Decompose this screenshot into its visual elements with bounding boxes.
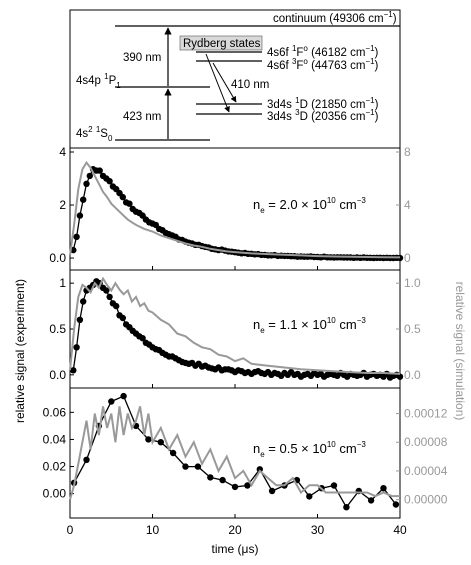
panel-bottom: 0.00 0.02 0.04 0.06 0.00000 0.00004 0.00008 0.0…	[43, 387, 448, 537]
label-f1: 4s6f 1Fo (46182 cm−1)	[267, 44, 379, 59]
xtick-label: 0	[67, 523, 74, 537]
ytick-label-left: 0.0	[49, 368, 66, 382]
density-annotation: ne = 0.5 × 1010 cm−3	[253, 440, 366, 459]
data-point-experiment	[392, 501, 400, 508]
ytick-label-left: 0.04	[43, 432, 67, 446]
ylabel-right: relative signal (simulation)	[453, 282, 467, 421]
ytick-label-left: 2	[59, 198, 66, 212]
series-simulation	[69, 160, 401, 259]
xtick-label: 40	[393, 523, 407, 537]
label-d3: 3d4s 3D (20356 cm−1)	[267, 108, 379, 123]
ytick-label-left: 0.06	[43, 405, 67, 419]
ytick-label-right: 0.5	[404, 322, 421, 336]
xtick-label: 30	[311, 523, 325, 537]
data-point-experiment	[169, 449, 177, 457]
density-annotation: ne = 2.0 × 1010 cm−3	[253, 196, 366, 215]
ytick-label-right: 0.00004	[404, 464, 448, 478]
data-point-experiment	[119, 193, 127, 201]
data-point-experiment	[343, 504, 350, 511]
data-point-experiment	[80, 196, 87, 203]
density-annotation: ne = 1.1 × 1010 cm−3	[253, 316, 366, 335]
data-point-experiment	[70, 367, 77, 374]
data-point-experiment	[145, 436, 152, 443]
data-point-experiment	[139, 335, 146, 342]
data-point-experiment	[80, 298, 87, 305]
data-point-experiment	[106, 293, 113, 301]
rydberg-box	[179, 35, 263, 51]
ytick-label-right: 0	[404, 251, 411, 265]
series-simulation	[69, 276, 401, 375]
data-point-experiment	[367, 497, 375, 504]
data-point-experiment	[108, 398, 115, 405]
ytick-label-right: 0.00012	[404, 407, 448, 421]
arrow-decay-f3	[212, 62, 237, 103]
data-point-experiment	[106, 178, 113, 185]
data-point-experiment	[120, 392, 127, 400]
data-point-experiment	[157, 439, 164, 446]
data-point-experiment	[103, 287, 110, 294]
data-point-experiment	[256, 466, 263, 473]
data-point-experiment	[76, 316, 84, 323]
rydberg-label: Rydberg states	[183, 38, 261, 50]
label-410nm: 410 nm	[231, 79, 269, 91]
data-point-experiment	[73, 233, 80, 240]
data-point-experiment	[119, 314, 127, 322]
data-point-experiment	[182, 463, 189, 470]
ytick-label-left: 0.02	[43, 460, 67, 474]
data-point-experiment	[380, 485, 387, 492]
ytick-label-left: 0.0	[49, 251, 66, 265]
data-point-experiment	[231, 483, 239, 491]
panel-top: 0.0 2 4 0 4 8 ne = 2.0 × 1010 cm−3	[49, 145, 411, 271]
ytick-label-right: 0.00000	[404, 493, 448, 507]
data-point-experiment	[126, 200, 133, 207]
data-point-experiment	[219, 476, 226, 484]
series-simulation	[69, 406, 400, 500]
xlabel: time (μs)	[212, 542, 259, 556]
ytick-label-right: 8	[404, 145, 411, 159]
label-423nm: 423 nm	[123, 111, 161, 123]
label-ground: 4s2 1S0	[76, 125, 113, 143]
label-p1: 4s4p 1P1	[76, 72, 121, 90]
ytick-label-right: 0.00008	[404, 435, 448, 449]
data-point-experiment	[73, 344, 80, 351]
label-d1: 3d4s 1D (21850 cm−1)	[267, 96, 379, 111]
xtick-label: 10	[146, 523, 160, 537]
label-f3: 4s6f 3Fo (44763 cm−1)	[267, 57, 379, 72]
xtick-label: 20	[228, 523, 242, 537]
ytick-label-left: 0.5	[49, 322, 66, 336]
data-point-experiment	[76, 212, 84, 219]
data-point-experiment	[207, 474, 214, 481]
ytick-label-right: 4	[404, 198, 411, 212]
ytick-label-left: 4	[59, 145, 66, 159]
ytick-label-left: 0.00	[43, 487, 67, 501]
data-point-experiment	[83, 456, 90, 463]
data-point-experiment	[83, 180, 90, 187]
label-continuum: continuum (49306 cm−1)	[273, 10, 397, 25]
energy-level-diagram: Rydberg states 423 nm 390 nm 410 nm 4s2 …	[69, 9, 401, 149]
label-390nm: 390 nm	[123, 52, 161, 64]
ytick-label-left: 1	[59, 276, 66, 290]
data-point-experiment	[330, 482, 338, 489]
data-point-experiment	[268, 487, 276, 495]
panel-middle: 0.0 0.5 1 0.0 0.5 1.0 ne = 1.1 × 1010 cm−3	[49, 269, 421, 389]
data-point-experiment	[113, 302, 120, 310]
data-point-experiment	[86, 172, 94, 180]
data-point-experiment	[96, 167, 103, 174]
data-point-experiment	[396, 373, 404, 380]
data-point-experiment	[194, 463, 202, 470]
ytick-label-right: 1.0	[404, 276, 421, 290]
ylabel-left: relative signal (experiment)	[13, 279, 27, 423]
data-point-experiment	[244, 482, 251, 489]
arrow-decay-f1	[205, 53, 230, 113]
data-point-experiment	[306, 493, 313, 500]
ytick-label-right: 0.0	[404, 368, 421, 382]
